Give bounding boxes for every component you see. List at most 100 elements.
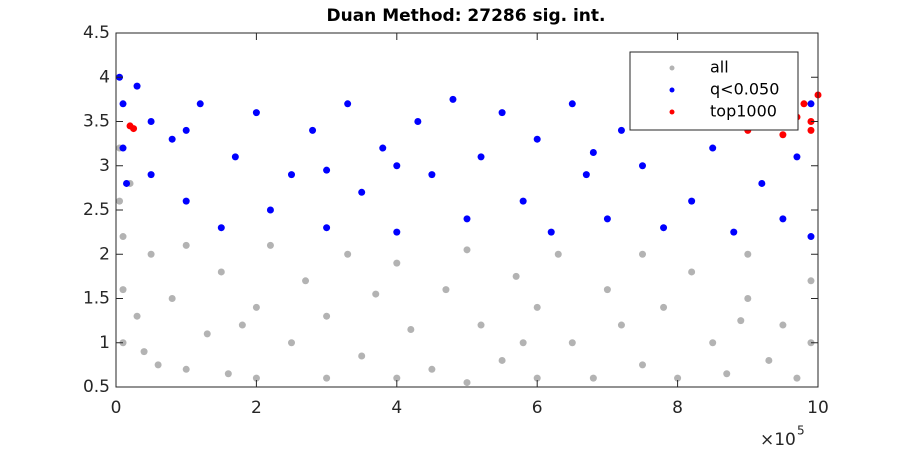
data-point — [589, 148, 597, 156]
data-point — [498, 356, 506, 364]
data-point — [344, 100, 352, 108]
data-point — [147, 250, 155, 258]
data-point — [133, 82, 141, 90]
y-tick-label: 3.5 — [83, 112, 110, 132]
data-point — [119, 144, 127, 152]
data-point — [323, 312, 331, 320]
data-point — [477, 321, 485, 329]
data-point — [224, 370, 232, 378]
data-point — [793, 153, 801, 161]
data-point — [688, 268, 696, 276]
data-point — [379, 144, 387, 152]
x-tick-label: 10 — [807, 398, 829, 418]
data-point — [309, 126, 317, 134]
data-point — [554, 250, 562, 258]
data-point — [793, 374, 801, 382]
legend-label: q<0.050 — [710, 80, 779, 99]
data-point — [589, 374, 597, 382]
data-point — [765, 356, 773, 364]
data-point — [639, 162, 646, 170]
data-point — [449, 95, 457, 103]
data-point — [498, 109, 506, 117]
data-point — [477, 153, 485, 161]
data-point — [617, 126, 625, 134]
data-point — [130, 125, 138, 133]
data-point — [323, 374, 331, 382]
data-point — [217, 224, 225, 232]
data-point — [119, 100, 127, 108]
data-point — [603, 286, 611, 294]
data-point — [238, 321, 246, 329]
data-point — [779, 215, 787, 223]
data-point — [709, 339, 717, 347]
data-point — [547, 228, 555, 236]
data-point — [116, 197, 124, 205]
data-point — [147, 118, 155, 125]
data-point — [393, 374, 401, 382]
x-tick-label: 8 — [672, 398, 683, 418]
data-point — [182, 126, 190, 134]
x-multiplier-base: ×10 — [760, 430, 796, 450]
data-point — [147, 171, 155, 179]
data-point — [533, 374, 541, 382]
data-point — [463, 215, 471, 223]
data-point — [119, 339, 127, 347]
data-point — [660, 303, 668, 311]
data-point — [252, 303, 260, 311]
chart-title: Duan Method: 27286 sig. int. — [326, 6, 605, 26]
legend: all q<0.050 top1000 — [629, 51, 799, 131]
data-point — [168, 135, 176, 143]
data-point — [266, 241, 274, 249]
data-point — [730, 228, 738, 236]
data-point — [393, 162, 401, 170]
data-point — [182, 241, 190, 249]
x-tick-label: 2 — [251, 398, 262, 418]
data-point — [358, 352, 366, 360]
data-point — [140, 348, 148, 356]
data-point — [758, 179, 766, 187]
data-point — [617, 321, 625, 329]
data-point — [302, 277, 310, 285]
data-point — [519, 197, 527, 205]
legend-box — [629, 51, 799, 131]
data-point — [393, 259, 401, 267]
data-point — [737, 317, 745, 325]
data-point — [674, 374, 682, 382]
data-point — [603, 215, 611, 223]
data-point — [807, 126, 815, 134]
data-point — [414, 118, 422, 125]
data-point — [372, 290, 380, 298]
data-point — [182, 197, 190, 205]
data-point — [393, 228, 401, 236]
data-point — [660, 224, 668, 232]
data-point — [533, 303, 541, 311]
data-point — [196, 100, 204, 108]
data-point — [807, 277, 815, 285]
data-point — [568, 339, 576, 347]
x-multiplier-exponent: 5 — [797, 424, 805, 438]
data-point — [800, 100, 808, 108]
data-point — [744, 250, 752, 258]
data-point — [323, 224, 331, 232]
data-point — [807, 118, 815, 125]
legend-marker — [669, 65, 675, 71]
y-tick-label: 0.5 — [83, 377, 110, 397]
y-tick-label: 2 — [99, 244, 110, 264]
y-tick-label: 4 — [99, 67, 110, 87]
data-point — [252, 374, 260, 382]
plot-area — [116, 73, 822, 387]
y-tick-label: 1 — [99, 333, 110, 353]
data-point — [168, 295, 176, 302]
x-tick-label: 0 — [111, 398, 122, 418]
data-point — [231, 153, 239, 161]
data-point — [723, 370, 731, 378]
data-point — [744, 295, 752, 302]
data-point — [252, 109, 260, 117]
data-point — [123, 179, 131, 187]
data-point — [203, 330, 211, 338]
data-point — [119, 233, 127, 241]
y-tick-label: 1.5 — [83, 289, 110, 309]
data-point — [807, 233, 815, 241]
legend-marker — [669, 87, 675, 93]
